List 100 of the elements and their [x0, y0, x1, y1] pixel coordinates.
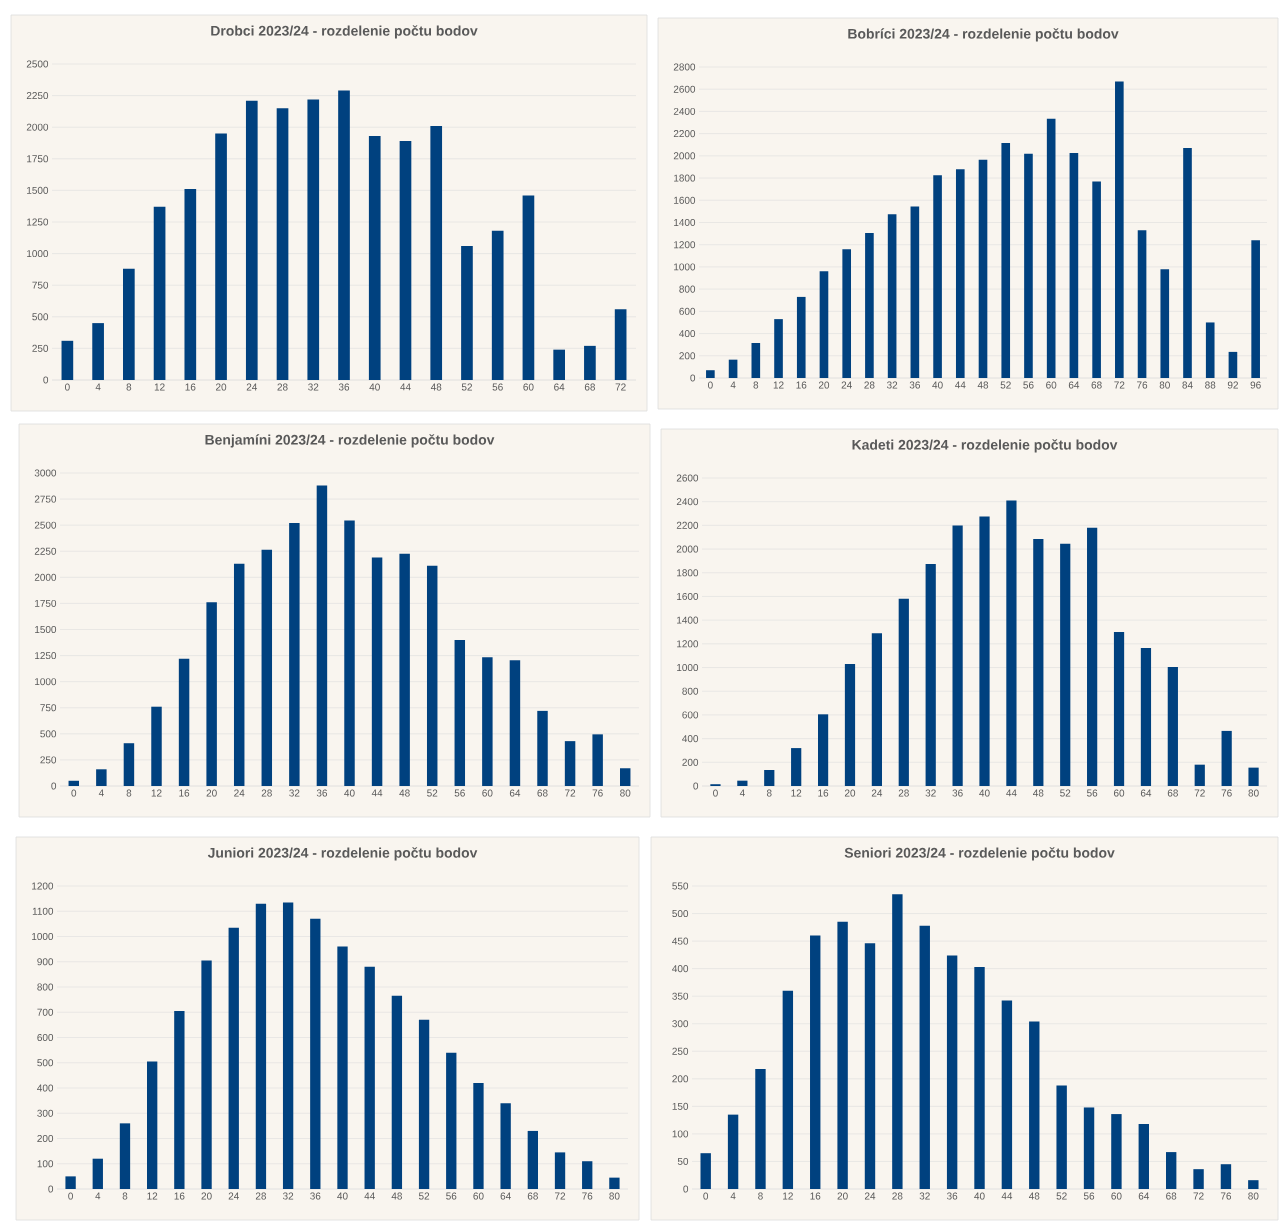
bar — [491, 230, 504, 380]
x-tick-label: 28 — [255, 1192, 267, 1200]
bar — [261, 549, 273, 786]
x-tick-label: 0 — [713, 789, 718, 797]
bar — [1115, 81, 1124, 378]
x-tick-label: 20 — [818, 381, 830, 389]
x-tick-label: 32 — [289, 789, 300, 797]
x-tick-label: 44 — [1006, 789, 1017, 797]
bar — [819, 271, 829, 378]
y-tick-label: 100 — [672, 1130, 689, 1138]
bar — [500, 1103, 511, 1189]
bar — [364, 966, 375, 1189]
y-tick-label: 1000 — [35, 678, 57, 686]
x-tick-label: 16 — [185, 383, 196, 391]
x-tick-label: 36 — [946, 1192, 958, 1200]
x-tick-label: 64 — [1138, 1192, 1150, 1200]
y-tick-label: 200 — [672, 1075, 689, 1083]
bar — [1001, 1000, 1013, 1189]
y-tick-label: 2250 — [26, 92, 49, 100]
y-tick-label: 300 — [37, 1109, 54, 1117]
x-tick-label: 64 — [1140, 789, 1152, 797]
bar — [952, 525, 963, 786]
bar — [700, 1153, 711, 1189]
bar — [68, 780, 80, 786]
bar — [837, 921, 848, 1189]
x-tick-label: 72 — [555, 1192, 566, 1200]
y-tick-label: 600 — [679, 307, 696, 315]
y-tick-label: 1000 — [674, 263, 696, 271]
bar — [974, 966, 985, 1189]
bar — [96, 769, 107, 786]
bar — [1060, 543, 1071, 786]
y-tick-label: 800 — [682, 687, 699, 695]
bar — [887, 214, 897, 378]
y-tick-label: 1200 — [674, 241, 696, 249]
bar — [1165, 1152, 1177, 1189]
x-tick-label: 16 — [818, 789, 829, 797]
bar — [92, 1158, 103, 1189]
x-tick-label: 48 — [430, 383, 442, 391]
bar — [255, 903, 267, 1189]
x-tick-label: 76 — [1137, 381, 1148, 389]
y-tick-label: 1600 — [674, 196, 696, 204]
y-tick-label: 200 — [37, 1134, 54, 1143]
bar — [123, 268, 135, 380]
y-tick-label: 150 — [672, 1102, 689, 1110]
x-tick-label: 76 — [1220, 1192, 1232, 1200]
bar — [276, 108, 289, 380]
y-tick-label: 2500 — [26, 60, 49, 68]
x-tick-label: 0 — [71, 789, 77, 797]
bar — [153, 206, 166, 380]
bar — [65, 1176, 76, 1189]
x-tick-label: 72 — [1194, 789, 1205, 797]
y-tick-label: 2250 — [34, 547, 57, 555]
x-tick-label: 20 — [201, 1192, 212, 1200]
y-tick-label: 1200 — [677, 640, 699, 648]
y-tick-label: 1750 — [35, 599, 57, 607]
bar — [184, 189, 197, 380]
bar — [446, 1052, 457, 1189]
bar — [553, 349, 565, 380]
y-tick-label: 400 — [679, 330, 696, 338]
y-tick-label: 450 — [672, 937, 689, 945]
x-tick-label: 80 — [609, 1192, 620, 1200]
bar — [1006, 500, 1017, 786]
bar — [1029, 1021, 1040, 1189]
bar — [233, 563, 245, 786]
x-tick-label: 60 — [482, 789, 493, 797]
x-tick-label: 20 — [206, 789, 217, 797]
bar — [228, 927, 239, 1189]
x-tick-label: 80 — [1248, 789, 1259, 797]
x-tick-label: 4 — [98, 789, 104, 797]
y-tick-label: 1200 — [32, 882, 54, 890]
y-tick-label: 0 — [690, 374, 696, 382]
x-tick-label: 28 — [898, 789, 909, 797]
chart-title: Seniori 2023/24 - rozdelenie počtu bodov — [844, 847, 1115, 861]
y-tick-label: 2000 — [676, 545, 699, 553]
bar — [933, 175, 942, 378]
x-tick-label: 60 — [1046, 381, 1057, 389]
y-tick-label: 400 — [682, 735, 699, 743]
chart-title: Juniori 2023/24 - rozdelenie počtu bodov — [207, 847, 478, 861]
bar — [1221, 730, 1232, 786]
y-tick-label: 250 — [672, 1047, 689, 1055]
bar — [1111, 1114, 1122, 1189]
y-tick-label: 50 — [677, 1157, 689, 1165]
x-tick-label: 92 — [1227, 381, 1238, 389]
y-tick-label: 0 — [43, 376, 49, 384]
x-tick-label: 44 — [364, 1192, 375, 1200]
x-tick-label: 72 — [1114, 381, 1125, 389]
bar — [206, 602, 217, 786]
x-tick-label: 52 — [1056, 1192, 1067, 1200]
y-tick-label: 2000 — [673, 152, 696, 160]
bar — [564, 741, 576, 786]
bar — [791, 748, 802, 786]
y-tick-label: 1250 — [27, 218, 49, 226]
x-tick-label: 84 — [1182, 381, 1193, 389]
x-tick-label: 48 — [1028, 1192, 1040, 1200]
x-tick-label: 12 — [783, 1192, 793, 1200]
x-tick-label: 96 — [1250, 381, 1261, 389]
bar — [955, 169, 965, 378]
bar — [537, 710, 548, 786]
x-tick-label: 64 — [1068, 381, 1080, 389]
bar — [1001, 143, 1011, 378]
